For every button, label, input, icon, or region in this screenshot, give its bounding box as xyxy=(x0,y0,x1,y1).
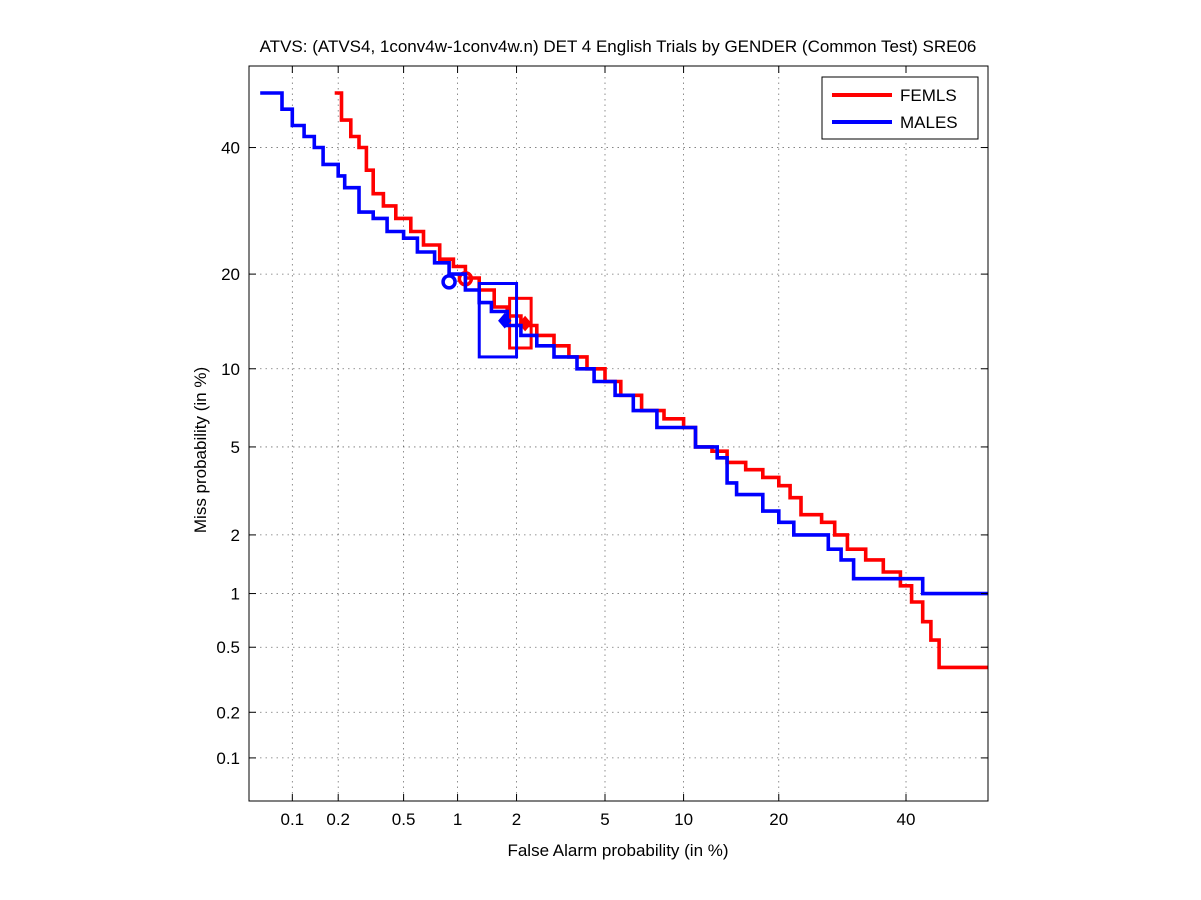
act-dcf-marker-males xyxy=(498,312,512,329)
grid-lines xyxy=(249,66,988,801)
legend-label-males: MALES xyxy=(900,113,958,132)
legend-box xyxy=(821,76,979,140)
y-tick-label: 1 xyxy=(231,585,240,604)
min-dcf-marker-males xyxy=(441,274,457,290)
x-axis-label: False Alarm probability (in %) xyxy=(507,841,728,860)
y-tick-label: 40 xyxy=(221,139,240,158)
y-tick-label: 0.5 xyxy=(216,638,240,657)
x-tick-label: 2 xyxy=(512,810,521,829)
plot-frame xyxy=(248,65,989,802)
y-tick-label: 5 xyxy=(231,438,240,457)
x-tick-label: 0.1 xyxy=(281,810,305,829)
x-tick-label: 1 xyxy=(453,810,462,829)
plot-series xyxy=(260,91,988,670)
x-tick-label: 5 xyxy=(600,810,609,829)
axis-ticks: 0.1 0.2 0.5 1 2 5 10 20 40 0.1 0.2 0.5 1 2 5 10 20 40 xyxy=(216,66,988,829)
chart-title: ATVS: (ATVS4, 1conv4w-1conv4w.n) DET 4 E… xyxy=(260,37,977,56)
x-tick-label: 40 xyxy=(897,810,916,829)
y-tick-label: 0.1 xyxy=(216,749,240,768)
legend: FEMLS MALES xyxy=(821,76,979,140)
y-axis-label: Miss probability (in %) xyxy=(191,367,210,533)
y-tick-label: 10 xyxy=(221,360,240,379)
series-line-femls xyxy=(334,91,988,670)
x-tick-label: 0.2 xyxy=(326,810,350,829)
confidence-box-males xyxy=(477,282,519,359)
series-line-males xyxy=(260,91,988,596)
y-tick-label: 0.2 xyxy=(216,703,240,722)
legend-label-femls: FEMLS xyxy=(900,86,957,105)
act-dcf-marker-femls xyxy=(518,315,532,332)
x-tick-label: 10 xyxy=(674,810,693,829)
y-tick-label: 2 xyxy=(231,526,240,545)
x-tick-label: 0.5 xyxy=(392,810,416,829)
x-tick-label: 20 xyxy=(769,810,788,829)
y-tick-label: 20 xyxy=(221,265,240,284)
